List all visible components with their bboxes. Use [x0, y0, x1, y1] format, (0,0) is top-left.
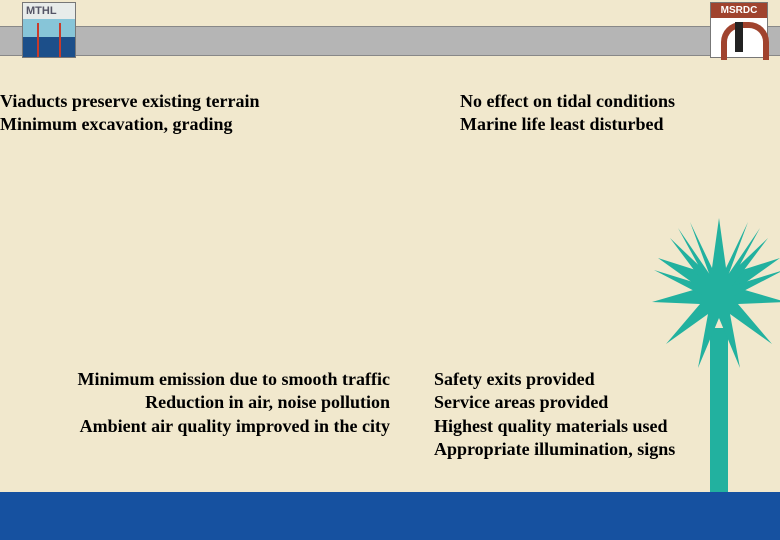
mthl-logo-sky: [23, 19, 75, 37]
top-right-block: No effect on tidal conditions Marine lif…: [460, 90, 760, 137]
top-left-block: Viaducts preserve existing terrain Minim…: [0, 90, 360, 137]
text-line: Reduction in air, noise pollution: [20, 391, 390, 414]
bottom-right-block: Safety exits provided Service areas prov…: [434, 368, 744, 462]
mthl-logo-label: MTHL: [23, 3, 75, 19]
msrdc-logo-label: MSRDC: [711, 3, 767, 18]
text-line: Marine life least disturbed: [460, 113, 760, 136]
msrdc-logo-arch: [711, 18, 767, 56]
text-line: Service areas provided: [434, 391, 744, 414]
text-line: Viaducts preserve existing terrain: [0, 90, 360, 113]
text-line: Highest quality materials used: [434, 415, 744, 438]
text-line: Safety exits provided: [434, 368, 744, 391]
content-area: Viaducts preserve existing terrain Minim…: [0, 66, 780, 496]
text-line: Minimum emission due to smooth traffic: [20, 368, 390, 391]
footer-bar: [0, 492, 780, 540]
text-line: Appropriate illumination, signs: [434, 438, 744, 461]
bottom-left-block: Minimum emission due to smooth traffic R…: [20, 368, 390, 438]
text-line: Minimum excavation, grading: [0, 113, 360, 136]
msrdc-logo: MSRDC: [710, 2, 768, 58]
mthl-logo: MTHL: [22, 2, 76, 58]
mthl-logo-bridge: [23, 37, 75, 57]
header: MTHL MSRDC: [0, 0, 780, 66]
text-line: Ambient air quality improved in the city: [20, 415, 390, 438]
text-line: No effect on tidal conditions: [460, 90, 760, 113]
header-bar: [0, 26, 780, 56]
